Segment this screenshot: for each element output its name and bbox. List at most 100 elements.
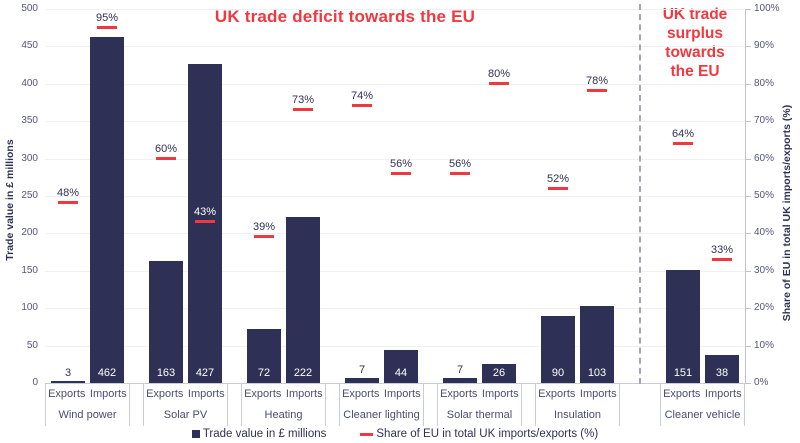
bar-value-imports-solar-pv: 427 (195, 367, 215, 379)
x-sublabel-exports-cleaner-lighting: Exports (342, 388, 380, 400)
gridline (45, 158, 745, 160)
chart-title-surplus-line: the EU (670, 63, 720, 80)
share-marker-imports-insulation (587, 89, 607, 93)
bar-exports-heating (247, 329, 281, 383)
bar-value-imports-wind-power: 462 (97, 367, 117, 379)
share-label-imports-cleaner-vehicle: 33% (710, 243, 734, 256)
bar-value-exports-solar-pv: 163 (156, 367, 176, 379)
share-marker-exports-solar-thermal (450, 171, 470, 175)
gridline (45, 345, 745, 347)
share-marker-exports-insulation (548, 186, 568, 190)
right-axis-tick: 10% (754, 339, 775, 351)
bar-exports-insulation (541, 315, 575, 383)
bar-value-imports-heating: 222 (293, 367, 313, 379)
share-marker-exports-cleaner-lighting (352, 104, 372, 108)
bar-series-swatch-icon (191, 430, 200, 438)
gridline (45, 233, 745, 235)
bar-value-exports-heating: 72 (257, 367, 271, 379)
x-sublabel-imports-wind-power: Imports (89, 388, 127, 400)
share-label-imports-wind-power: 95% (95, 11, 119, 24)
chart-title-surplus-line: towards (665, 44, 725, 61)
gridline (45, 196, 745, 197)
x-category-label-solar-pv: Solar PV (163, 409, 208, 421)
share-marker-imports-cleaner-vehicle (712, 257, 732, 261)
x-sublabel-imports-heating: Imports (285, 388, 323, 400)
right-axis-tick: 0% (754, 377, 769, 388)
x-sublabels-insulation: Exports Imports (536, 384, 619, 404)
bar-value-imports-cleaner-lighting: 44 (394, 367, 408, 379)
x-axis-line (45, 383, 746, 384)
bar-exports-wind-power (51, 380, 85, 383)
bar-exports-cleaner-lighting (345, 377, 379, 383)
x-sublabel-exports-solar-thermal: Exports (440, 388, 478, 400)
x-sublabel-imports-insulation: Imports (579, 388, 617, 400)
x-sublabels-wind-power: Exports Imports (46, 384, 129, 404)
x-axis-group-cleaner-vehicle: Exports Imports Cleaner vehicle (660, 384, 745, 426)
share-label-exports-solar-thermal: 56% (448, 157, 472, 170)
bar-value-imports-solar-thermal: 26 (492, 367, 506, 379)
left-axis-tick: 200 (21, 227, 38, 239)
share-marker-imports-heating (293, 107, 313, 111)
share-marker-imports-cleaner-lighting (391, 171, 411, 175)
left-axis-tick: 300 (21, 152, 38, 164)
right-axis-tick-mark (745, 121, 751, 123)
x-sublabel-exports-insulation: Exports (538, 388, 576, 400)
left-axis-tick: 0 (32, 377, 38, 388)
right-axis-tick: 50% (754, 190, 775, 201)
bar-value-exports-wind-power: 3 (64, 366, 72, 379)
left-axis-tick: 250 (21, 190, 38, 201)
share-marker-imports-solar-thermal (489, 81, 509, 85)
right-axis-tick-mark (745, 270, 751, 272)
line-series-swatch-icon (360, 432, 374, 436)
share-label-exports-solar-pv: 60% (154, 142, 178, 155)
share-marker-exports-cleaner-vehicle (673, 141, 693, 145)
bar-imports-solar-pv (188, 63, 222, 383)
x-category-label-solar-thermal: Solar thermal (446, 409, 513, 421)
right-axis-tick: 70% (754, 115, 775, 127)
share-label-exports-cleaner-lighting: 74% (350, 90, 374, 103)
x-category-label-heating: Heating (264, 409, 303, 421)
right-axis-tick-mark (745, 46, 751, 48)
bar-value-imports-insulation: 103 (587, 367, 607, 379)
right-axis-tick-mark (745, 83, 751, 85)
deficit-surplus-separator (639, 4, 641, 384)
gridline (45, 121, 745, 123)
right-axis-tick-mark (745, 196, 751, 197)
x-category-label-insulation: Insulation (553, 409, 602, 421)
x-axis-group-solar-thermal: Exports Imports Solar thermal (437, 384, 522, 426)
chart-title-surplus-line: surplus (667, 25, 723, 42)
bar-imports-solar-thermal (482, 363, 516, 383)
bar-imports-insulation (580, 305, 614, 383)
x-sublabel-imports-solar-pv: Imports (187, 388, 225, 400)
right-axis-tick-mark (745, 345, 751, 347)
share-label-exports-heating: 39% (252, 221, 276, 234)
x-axis-group-cleaner-lighting: Exports Imports Cleaner lighting (339, 384, 424, 426)
gridline (45, 9, 745, 10)
x-axis-group-wind-power: Exports Imports Wind power (45, 384, 130, 426)
left-axis-tick: 50 (26, 339, 38, 351)
bar-value-exports-insulation: 90 (551, 367, 565, 379)
share-label-exports-insulation: 52% (546, 172, 570, 185)
share-label-imports-heating: 73% (291, 93, 315, 106)
share-marker-exports-solar-pv (156, 156, 176, 160)
x-sublabels-solar-pv: Exports Imports (144, 384, 227, 404)
bar-value-exports-solar-thermal: 7 (456, 363, 464, 376)
legend-item-trade-value: Trade value in £ millions (191, 428, 326, 440)
x-sublabel-exports-solar-pv: Exports (146, 388, 184, 400)
legend-item-eu-share: Share of EU in total UK imports/exports … (360, 428, 598, 440)
left-axis-tick: 100 (21, 302, 38, 314)
x-axis-group-insulation: Exports Imports Insulation (535, 384, 620, 426)
right-axis-tick: 90% (754, 40, 775, 52)
x-sublabel-exports-wind-power: Exports (48, 388, 86, 400)
right-axis-line (745, 9, 746, 383)
x-sublabel-exports-heating: Exports (244, 388, 282, 400)
x-axis-group-heating: Exports Imports Heating (241, 384, 326, 426)
right-axis-tick-mark (745, 383, 751, 384)
left-axis-tick: 450 (21, 40, 38, 52)
share-label-imports-cleaner-lighting: 56% (389, 157, 413, 170)
right-axis-tick: 40% (754, 227, 775, 239)
legend-label: Share of EU in total UK imports/exports … (376, 428, 599, 440)
bar-value-imports-cleaner-vehicle: 38 (715, 367, 729, 379)
bar-exports-solar-pv (149, 261, 183, 383)
